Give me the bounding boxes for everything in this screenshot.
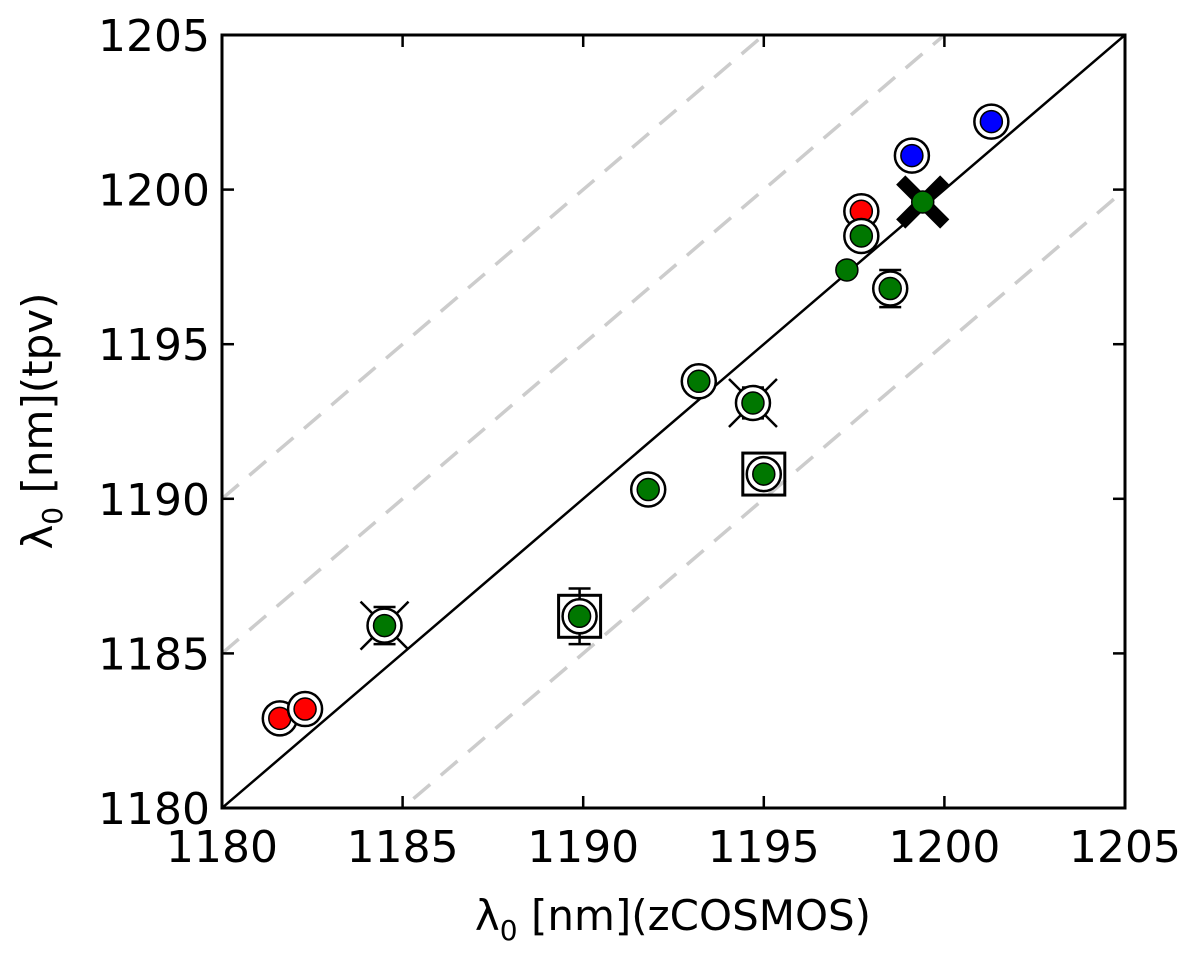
point-green bbox=[752, 462, 776, 486]
point-green bbox=[910, 190, 935, 214]
point-green bbox=[567, 604, 592, 629]
point-green bbox=[636, 477, 660, 502]
data-point bbox=[680, 363, 718, 400]
data-point bbox=[893, 137, 931, 174]
dashed-guide-line bbox=[399, 188, 1125, 808]
data-point bbox=[973, 103, 1010, 140]
guide-lines bbox=[222, 35, 1125, 808]
point-green bbox=[687, 369, 711, 394]
axis-ticks: 1180 1185 1190 1195 1200 1205 1180 1185 1190 1195… bbox=[98, 11, 1181, 873]
y-tick-label: 1190 bbox=[98, 475, 210, 526]
data-point bbox=[557, 587, 603, 646]
data-point bbox=[843, 217, 880, 255]
data-point bbox=[835, 258, 859, 282]
plot-frame bbox=[220, 33, 1127, 810]
identity-line bbox=[222, 35, 1125, 808]
x-tick-label: 1190 bbox=[527, 822, 639, 873]
data-point bbox=[871, 268, 909, 309]
point-blue bbox=[979, 109, 1004, 134]
point-green bbox=[372, 613, 397, 638]
y-tick-label: 1195 bbox=[98, 320, 210, 371]
data-points bbox=[261, 103, 1010, 737]
y-axis-title: λ0 [nm](tpv) bbox=[13, 292, 69, 549]
y-tick-label: 1185 bbox=[98, 629, 210, 680]
data-point bbox=[286, 690, 324, 728]
square-marker bbox=[741, 451, 787, 497]
data-point bbox=[741, 451, 787, 497]
dashed-guide-line bbox=[222, 35, 948, 655]
dashed-guide-line bbox=[222, 35, 767, 501]
point-green bbox=[835, 258, 859, 282]
x-tick-label: 1205 bbox=[1069, 822, 1181, 873]
x-tick-label: 1185 bbox=[347, 822, 459, 873]
data-point bbox=[629, 471, 667, 508]
y-tick-label: 1180 bbox=[98, 784, 210, 835]
data-point bbox=[359, 600, 410, 651]
y-tick-label: 1200 bbox=[98, 166, 210, 217]
data-point bbox=[261, 700, 299, 737]
point-green bbox=[741, 391, 765, 415]
x-tick-label: 1195 bbox=[708, 822, 820, 873]
data-point bbox=[896, 175, 950, 229]
square-marker bbox=[557, 593, 603, 639]
data-point bbox=[728, 378, 778, 428]
point-green bbox=[849, 224, 874, 248]
x-axis-title: λ0 [nm](zCOSMOS) bbox=[475, 891, 871, 947]
x-tick-label: 1180 bbox=[166, 822, 278, 873]
point-red bbox=[293, 697, 317, 721]
x-tick-label: 1200 bbox=[888, 822, 1000, 873]
point-green bbox=[878, 276, 902, 301]
y-tick-label: 1205 bbox=[98, 11, 210, 62]
point-blue bbox=[900, 143, 924, 168]
